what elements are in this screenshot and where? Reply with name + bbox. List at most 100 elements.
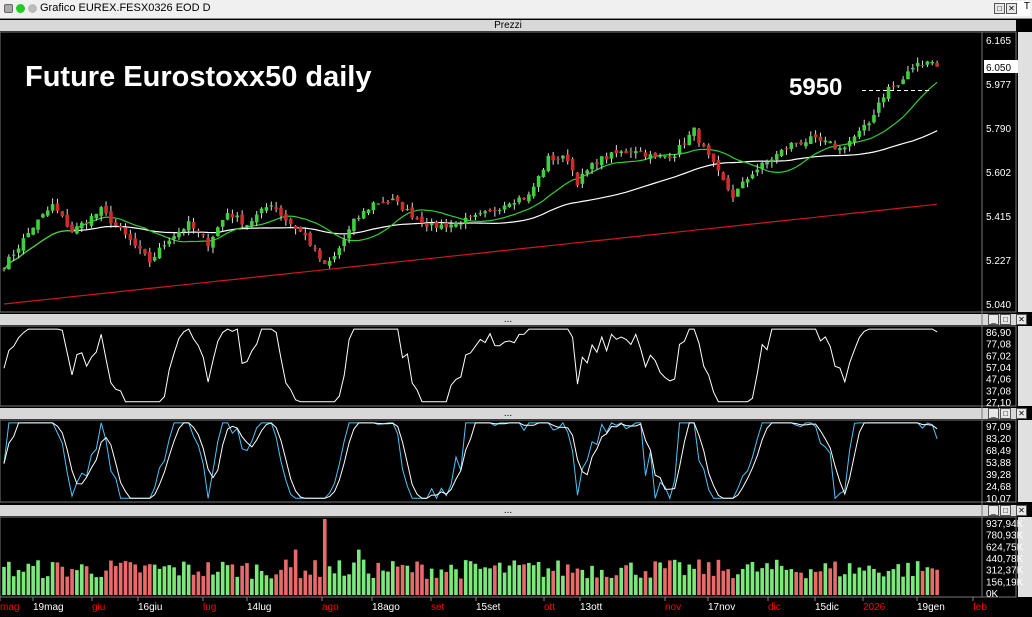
volume-bar	[575, 568, 580, 595]
candle-body	[930, 61, 935, 64]
volume-bar	[104, 570, 108, 595]
volume-restore-button[interactable]: □	[1000, 505, 1011, 516]
candle-body	[225, 213, 230, 220]
volume-bar	[599, 569, 604, 595]
window-maximize-button[interactable]: □	[994, 3, 1005, 14]
candle-body	[731, 189, 735, 198]
candle-body	[444, 222, 449, 228]
volume-bar	[303, 570, 308, 595]
volume-bar	[677, 562, 682, 595]
oscillator-panel-header[interactable]: ...	[0, 314, 1016, 325]
candle-body	[745, 179, 750, 183]
volume-bar	[41, 578, 45, 595]
oscillator-restore-button[interactable]: □	[1000, 314, 1011, 325]
candle-body	[196, 230, 201, 232]
x-tick-label: 18ago	[372, 602, 400, 613]
volume-bar	[493, 565, 497, 595]
candle-body	[356, 217, 361, 219]
volume-bar	[143, 565, 147, 595]
x-tick-label: dic	[768, 602, 781, 613]
candle-body	[352, 218, 356, 231]
stochastic-scrollbar[interactable]	[1018, 420, 1032, 502]
candle-body	[920, 64, 925, 66]
volume-bar	[322, 519, 327, 595]
volume-bar	[342, 575, 346, 595]
status-grey-icon	[28, 4, 37, 13]
price-panel-header[interactable]: Prezzi	[0, 20, 1016, 31]
candle-body	[381, 201, 385, 204]
stochastic-restore-button[interactable]: □	[1000, 408, 1011, 419]
volume-bar	[740, 568, 745, 595]
x-tick-label: lug	[203, 602, 216, 613]
volume-bar	[911, 575, 915, 595]
volume-bar	[279, 569, 283, 595]
volume-bar	[706, 562, 711, 595]
candle-body	[400, 201, 405, 211]
volume-bar	[638, 577, 643, 595]
volume-scrollbar[interactable]	[1018, 517, 1032, 597]
ma-fast-line	[3, 81, 938, 271]
candle-body	[245, 225, 249, 227]
oscillator-minimize-button[interactable]: _	[988, 314, 999, 325]
candle-body	[906, 71, 910, 80]
candle-body	[925, 61, 930, 65]
candle-body	[322, 260, 327, 264]
candle-body	[672, 156, 677, 159]
candle-body	[386, 201, 390, 203]
candle-body	[779, 149, 784, 156]
oscillator-tick-label: 77,08	[986, 340, 1011, 351]
volume-bar	[99, 576, 103, 595]
stochastic-panel-header[interactable]: ...	[0, 408, 1016, 419]
x-tick-label: 13ott	[580, 602, 602, 613]
volume-bar	[556, 560, 560, 595]
candle-body	[109, 211, 113, 224]
volume-bar	[755, 571, 760, 595]
volume-bar	[128, 562, 133, 595]
volume-bar	[522, 564, 526, 595]
candle-body	[264, 207, 269, 211]
candle-body	[833, 143, 837, 149]
candle-body	[143, 249, 147, 254]
window-close-button[interactable]: ✕	[1006, 3, 1017, 14]
candle-body	[740, 181, 745, 189]
x-tick-label: ott	[544, 602, 555, 613]
x-tick-label: mag	[0, 602, 19, 613]
candle-body	[668, 156, 672, 159]
volume-bar	[794, 572, 798, 595]
volume-bar	[517, 565, 521, 595]
stochastic-tick-label: 53,88	[986, 458, 1011, 469]
candle-body	[838, 148, 842, 151]
price-panel-title: Prezzi	[494, 20, 522, 31]
x-tick-label: 2026	[863, 602, 886, 613]
last-price-box	[984, 59, 1018, 73]
volume-bar	[386, 571, 390, 595]
stochastic-minimize-button[interactable]: _	[988, 408, 999, 419]
oscillator-tick-label: 47,06	[986, 375, 1011, 386]
x-tick-label: nov	[665, 602, 681, 613]
stochastic-close-button[interactable]: ✕	[1016, 408, 1027, 419]
candle-body	[658, 155, 662, 157]
candle-body	[595, 162, 599, 165]
volume-bar	[765, 563, 769, 595]
volume-close-button[interactable]: ✕	[1016, 505, 1027, 516]
oscillator-tick-label: 37,08	[986, 386, 1011, 397]
window-menu-icon[interactable]	[4, 4, 13, 13]
candle-body	[152, 257, 157, 261]
stochastic-panel-title: ...	[503, 408, 513, 419]
price-scrollbar[interactable]	[1018, 32, 1032, 312]
candle-body	[877, 102, 881, 113]
candle-body	[50, 204, 55, 211]
candle-body	[250, 221, 254, 227]
volume-bar	[648, 577, 653, 595]
candle-body	[342, 239, 346, 246]
candle-body	[541, 169, 546, 178]
candle-body	[935, 62, 939, 67]
volume-bar	[512, 560, 517, 595]
candle-body	[643, 152, 648, 157]
volume-minimize-button[interactable]: _	[988, 505, 999, 516]
stochastic-k-line	[3, 422, 938, 500]
oscillator-scrollbar[interactable]	[1018, 326, 1032, 406]
volume-panel-header[interactable]: ...	[0, 505, 1016, 516]
candle-body	[580, 173, 585, 184]
oscillator-close-button[interactable]: ✕	[1016, 314, 1027, 325]
